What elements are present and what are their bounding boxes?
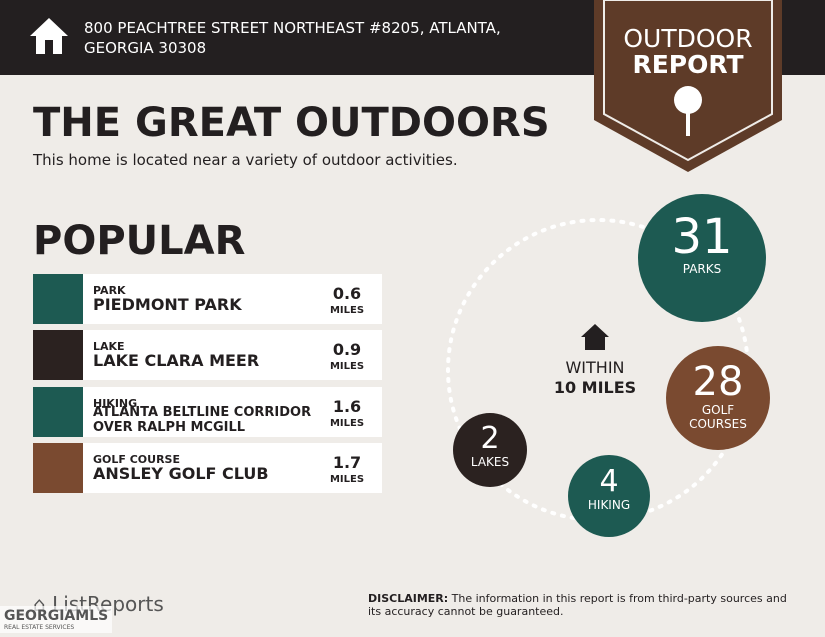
- count-circle: 31 PARKS: [638, 194, 766, 322]
- count-value: 2: [480, 421, 500, 457]
- row-name-line: LAKE CLARA MEER: [93, 351, 260, 370]
- row-unit: MILES: [329, 418, 365, 429]
- row: LAKE LAKE CLARA MEER 0.9 MILES: [33, 330, 382, 380]
- row-icon: [33, 330, 83, 380]
- disclaimer: DISCLAIMER: The information in this repo…: [368, 592, 798, 618]
- disclaimer-text: The information in this report is from t…: [368, 592, 787, 618]
- row-name: LAKE CLARA MEER: [93, 352, 259, 369]
- badge-line: OUTDOOR: [623, 24, 753, 53]
- watermark-text: GEORGIAMLS: [4, 608, 109, 624]
- badge: [594, 0, 782, 172]
- row-distance: 0.9: [332, 340, 362, 359]
- address-line: 800 PEACHTREE STREET NORTHEAST #8205, AT…: [84, 19, 501, 37]
- within-line: 10 MILES: [553, 378, 637, 397]
- count-value: 28: [692, 358, 744, 405]
- count-circle: 4 HIKING: [568, 455, 650, 537]
- row-distance: 1.6: [332, 397, 362, 416]
- row-category: GOLF COURSE: [93, 453, 180, 466]
- count-circle: 2 LAKES: [453, 413, 527, 487]
- row-category: PARK: [93, 284, 126, 297]
- row-name-line: ATLANTA BELTLINE CORRIDOR: [93, 405, 312, 420]
- row-unit: MILES: [329, 474, 365, 485]
- row-category: HIKING: [93, 397, 138, 410]
- row-name: ANSLEY GOLF CLUB: [93, 465, 269, 482]
- count-label: LAKES: [470, 454, 510, 469]
- row-icon: [33, 443, 83, 493]
- within: WITHIN 10 MILES: [540, 358, 650, 398]
- address-line: GEORGIA 30308: [84, 39, 207, 57]
- row-unit: MILES: [329, 305, 365, 316]
- row: HIKING ATLANTA BELTLINE CORRIDOR OVER RALP…: [33, 387, 382, 437]
- count-value: 31: [671, 208, 733, 265]
- badge-text: OUTDOOR REPORT: [594, 26, 782, 78]
- row: GOLF COURSE ANSLEY GOLF CLUB 1.7 MILES: [33, 443, 382, 493]
- count-circle: 28 GOLF COURSES: [666, 346, 770, 450]
- row-unit: MILES: [329, 361, 365, 372]
- within-line: WITHIN: [565, 358, 625, 377]
- row-name-line: ANSLEY GOLF CLUB: [93, 464, 269, 483]
- disclaimer-label: DISCLAIMER:: [368, 592, 449, 605]
- row-name: PIEDMONT PARK: [93, 296, 242, 313]
- watermark: GEORGIAMLS REAL ESTATE SERVICES: [0, 606, 113, 633]
- count-label: PARKS: [682, 262, 722, 277]
- count-label: HIKING: [587, 497, 631, 512]
- count-value: 4: [599, 464, 619, 500]
- row-distance: 0.6: [332, 284, 362, 303]
- row: PARK PIEDMONT PARK 0.6 MILES: [33, 274, 382, 324]
- count-label: COURSES: [689, 416, 747, 431]
- section-heading: POPULAR: [33, 218, 246, 264]
- row-name-line: OVER RALPH MCGILL: [93, 420, 246, 435]
- title: THE GREAT OUTDOORS: [33, 100, 550, 146]
- address: 800 PEACHTREE STREET NORTHEAST #8205, AT…: [84, 18, 501, 58]
- row-icon: [33, 274, 83, 324]
- badge-line: REPORT: [632, 50, 744, 79]
- watermark-sub: REAL ESTATE SERVICES: [4, 624, 75, 631]
- row-distance: 1.7: [332, 453, 362, 472]
- row-name-line: PIEDMONT PARK: [93, 295, 242, 314]
- row-category: LAKE: [93, 340, 125, 353]
- row-name: ATLANTA BELTLINE CORRIDOR OVER RALPH MCGI…: [93, 405, 311, 435]
- subtitle: This home is located near a variety of o…: [33, 151, 458, 169]
- count-label: GOLF: [701, 402, 735, 417]
- row-icon: [33, 387, 83, 437]
- home-icon: [30, 18, 68, 54]
